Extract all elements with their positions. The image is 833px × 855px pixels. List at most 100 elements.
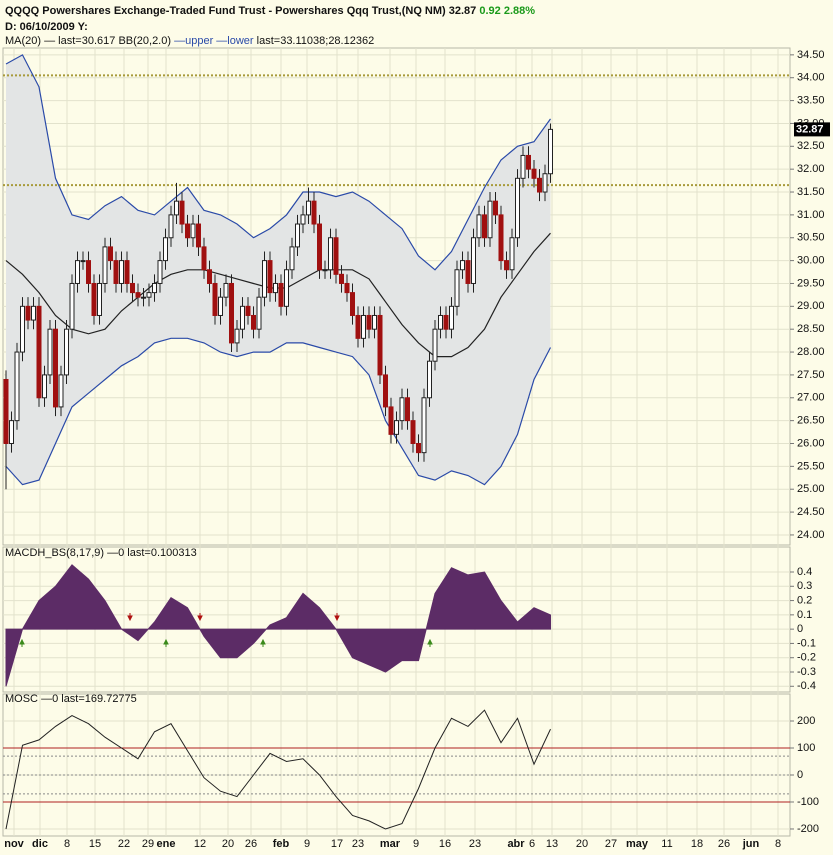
- candle-body: [355, 314, 361, 339]
- x-tick-label: 20: [576, 838, 588, 850]
- y-tick-label: 200: [797, 715, 815, 727]
- x-tick-label: 26: [245, 838, 257, 850]
- mosc-legend: MOSC —0 last=169.72775: [5, 693, 137, 705]
- candle-body: [53, 328, 58, 408]
- candle-body: [471, 237, 476, 284]
- candle-body: [493, 200, 498, 216]
- candle-body: [25, 305, 31, 321]
- candle-body: [542, 173, 548, 193]
- x-tick-label: 6: [529, 838, 535, 850]
- candle-body: [240, 305, 245, 330]
- candle-body: [361, 314, 366, 339]
- y-tick-label: 26.00: [797, 437, 825, 449]
- candle-body: [465, 260, 471, 284]
- candle-body: [124, 260, 130, 284]
- legend-entry: —0: [107, 547, 124, 559]
- candle-body: [333, 237, 339, 275]
- candle-body: [383, 374, 388, 408]
- last-price: 32.87: [449, 5, 477, 17]
- candle-body: [102, 246, 108, 284]
- x-tick-label: may: [626, 838, 649, 850]
- y-tick-label: 0: [797, 769, 803, 781]
- candle-body: [179, 200, 185, 225]
- change: 0.92: [479, 5, 500, 17]
- macd-area: [5, 564, 551, 687]
- candle-body: [174, 200, 179, 216]
- y-tick-label: 27.50: [797, 369, 825, 381]
- x-tick-label: 23: [352, 838, 364, 850]
- y-tick-label: 26.50: [797, 415, 825, 427]
- candle-body: [427, 360, 432, 399]
- x-tick-label: 15: [89, 838, 101, 850]
- y-tick-label: 100: [797, 742, 815, 754]
- candle-body: [289, 246, 295, 271]
- candle-body: [212, 282, 218, 316]
- price-legend: MA(20) — last=30.617 BB(20,2.0) —upper —…: [5, 35, 374, 47]
- y-tick-label: 24.00: [797, 529, 825, 541]
- x-tick-label: 17: [331, 838, 343, 850]
- candle-body: [168, 214, 174, 239]
- candle-body: [377, 314, 383, 376]
- y-tick-label: 29.00: [797, 300, 825, 312]
- x-tick-label: mar: [380, 838, 401, 850]
- x-tick-label: 8: [775, 838, 781, 850]
- sell-arrow: [197, 613, 203, 622]
- y-tick-label: -0.2: [797, 652, 816, 664]
- candle-body: [306, 200, 311, 216]
- candle-body: [405, 397, 410, 422]
- candle-body: [509, 237, 515, 271]
- candle-body: [262, 260, 267, 298]
- overlay-line: [5, 54, 551, 271]
- candle-body: [267, 260, 273, 294]
- x-tick-label: 27: [605, 838, 617, 850]
- y-tick-label: -0.3: [797, 666, 816, 678]
- y-tick-label: 27.00: [797, 392, 825, 404]
- candle-body: [97, 282, 102, 316]
- candle-body: [163, 237, 168, 262]
- candle-body: [47, 328, 53, 376]
- y-tick-label: 25.00: [797, 483, 825, 495]
- candle-body: [295, 223, 300, 248]
- legend-entry: MACDH_BS(8,17,9): [5, 547, 104, 559]
- candle-body: [487, 200, 493, 239]
- x-tick-label: nov: [4, 838, 24, 850]
- legend-entry: —0: [41, 693, 58, 705]
- macd-panel: [2, 546, 791, 693]
- candle-body: [146, 292, 152, 298]
- y-tick-label: 25.50: [797, 460, 825, 472]
- candle-body: [388, 406, 394, 435]
- candle-body: [317, 223, 322, 271]
- legend-entry: last=169.72775: [61, 693, 137, 705]
- x-tick-label: 8: [64, 838, 70, 850]
- candle-body: [322, 269, 328, 272]
- candle-body: [328, 237, 333, 271]
- candle-body: [64, 328, 69, 376]
- candle-body: [520, 154, 526, 179]
- candle-body: [256, 296, 262, 330]
- candle-body: [394, 420, 399, 435]
- macd-legend: MACDH_BS(8,17,9) —0 last=0.100313: [5, 547, 197, 559]
- candle-body: [196, 223, 201, 248]
- x-tick-label: 23: [469, 838, 481, 850]
- candle-body: [339, 273, 344, 284]
- x-tick-label: abr: [507, 838, 525, 850]
- x-tick-label: 9: [413, 838, 419, 850]
- legend-entry: last=33.11038;28.12362: [257, 35, 375, 47]
- overlay-line: [5, 232, 551, 358]
- candle-body: [515, 177, 520, 239]
- candle-body: [300, 214, 306, 225]
- candle-body: [482, 214, 487, 239]
- change-pct: 2.88%: [504, 5, 535, 17]
- candle-body: [372, 314, 377, 330]
- candle-body: [36, 305, 42, 399]
- y-tick-label: 34.50: [797, 49, 825, 61]
- candle-body: [234, 328, 240, 344]
- x-tick-label: 26: [718, 838, 730, 850]
- y-tick-label: 0.1: [797, 609, 812, 621]
- overlay-line: [5, 337, 552, 486]
- x-tick-label: ene: [157, 838, 176, 850]
- legend-entry: —lower: [216, 35, 254, 47]
- x-tick-label: 11: [661, 838, 672, 850]
- candle-body: [91, 282, 97, 316]
- buy-arrow: [427, 638, 433, 647]
